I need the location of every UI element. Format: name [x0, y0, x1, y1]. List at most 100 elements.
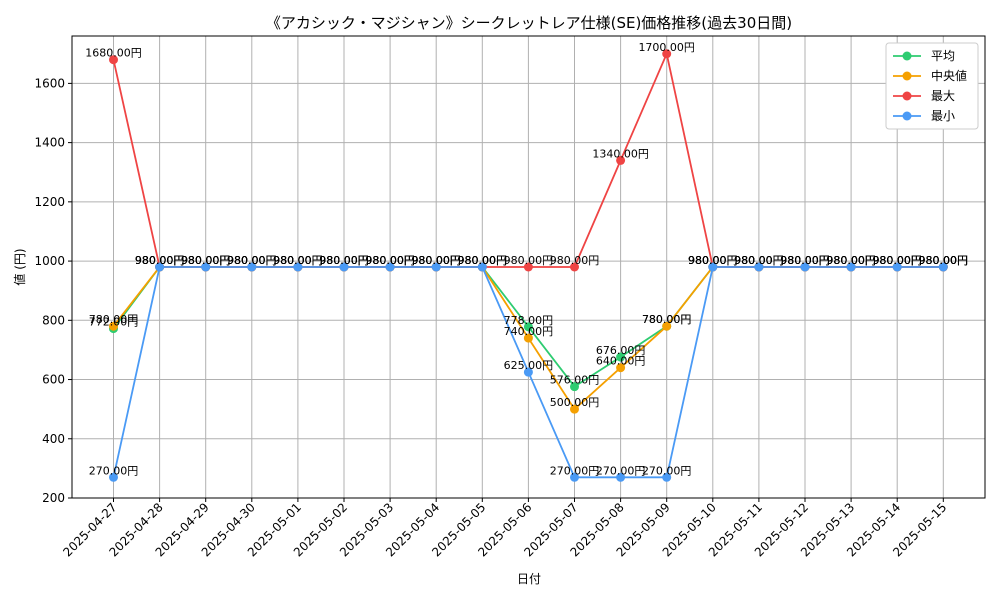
data-label: 980.00円 — [135, 254, 185, 267]
data-label: 980.00円 — [181, 254, 231, 267]
data-label: 980.00円 — [919, 254, 969, 267]
data-label: 980.00円 — [365, 254, 415, 267]
data-label: 980.00円 — [872, 254, 922, 267]
data-label: 500.00円 — [550, 396, 600, 409]
data-label: 772.00円 — [89, 316, 139, 329]
data-label: 270.00円 — [596, 464, 646, 477]
legend-label: 最大 — [931, 89, 955, 103]
data-point — [662, 321, 672, 331]
data-label: 980.00円 — [458, 254, 508, 267]
data-label: 980.00円 — [919, 254, 969, 267]
legend-label: 平均 — [931, 49, 955, 63]
data-label: 980.00円 — [181, 254, 231, 267]
data-point — [938, 262, 948, 272]
data-label: 1680.00円 — [85, 47, 142, 60]
data-label: 980.00円 — [411, 254, 461, 267]
data-label: 980.00円 — [227, 254, 277, 267]
data-label: 980.00円 — [919, 254, 969, 267]
data-label: 980.00円 — [273, 254, 323, 267]
chart-title: 《アカシック・マジシャン》シークレットレア仕様(SE)価格推移(過去30日間) — [266, 14, 792, 32]
legend-frame — [885, 42, 979, 130]
data-label: 576.00円 — [550, 374, 600, 387]
data-label: 980.00円 — [872, 254, 922, 267]
data-point — [109, 55, 118, 65]
x-axis: 2025-04-272025-04-282025-04-292025-04-30… — [60, 498, 949, 559]
data-label: 740.00円 — [504, 325, 554, 338]
data-label: 980.00円 — [135, 254, 185, 267]
y-tick-label: 1400 — [34, 136, 65, 150]
data-label: 1340.00円 — [592, 147, 649, 160]
data-label: 980.00円 — [458, 254, 508, 267]
data-point — [339, 262, 349, 272]
data-label: 1700.00円 — [638, 41, 695, 54]
data-label: 980.00円 — [734, 254, 784, 267]
data-label: 980.00円 — [826, 254, 876, 267]
data-point — [523, 262, 533, 272]
data-label: 980.00円 — [458, 254, 508, 267]
data-point — [662, 49, 672, 59]
data-label: 980.00円 — [181, 254, 231, 267]
data-label: 980.00円 — [319, 254, 369, 267]
data-label: 980.00円 — [227, 254, 277, 267]
data-label: 980.00円 — [319, 254, 369, 267]
data-point — [570, 472, 579, 482]
data-label: 980.00円 — [365, 254, 415, 267]
data-point — [616, 472, 626, 482]
legend-label: 最小 — [931, 109, 955, 123]
data-label: 270.00円 — [89, 464, 139, 477]
data-point — [570, 262, 579, 272]
data-label: 780.00円 — [642, 313, 692, 326]
data-label: 980.00円 — [273, 254, 323, 267]
data-label: 980.00円 — [826, 254, 876, 267]
data-label: 980.00円 — [826, 254, 876, 267]
data-label: 270.00円 — [550, 464, 600, 477]
data-label: 980.00円 — [411, 254, 461, 267]
data-label: 625.00円 — [504, 359, 554, 372]
data-label: 980.00円 — [365, 254, 415, 267]
data-label: 980.00円 — [780, 254, 830, 267]
data-label: 778.00円 — [504, 314, 554, 327]
x-axis-label: 日付 — [517, 572, 541, 586]
data-point — [523, 322, 533, 332]
data-label: 980.00円 — [135, 254, 185, 267]
data-label: 980.00円 — [734, 254, 784, 267]
data-label: 780.00円 — [642, 313, 692, 326]
data-point — [201, 262, 211, 272]
data-label: 980.00円 — [181, 254, 231, 267]
data-label: 980.00円 — [919, 254, 969, 267]
data-point — [800, 262, 810, 272]
data-point — [477, 262, 487, 272]
legend-swatch-marker — [902, 91, 912, 101]
data-label: 980.00円 — [227, 254, 277, 267]
data-label: 980.00円 — [273, 254, 323, 267]
series — [109, 49, 948, 482]
legend-swatch-marker — [902, 71, 912, 81]
y-tick-label: 1000 — [34, 254, 65, 268]
data-label: 980.00円 — [411, 254, 461, 267]
y-tick-label: 400 — [42, 432, 65, 446]
data-point — [616, 352, 626, 362]
data-point — [293, 262, 303, 272]
data-point — [570, 382, 579, 392]
data-point — [385, 262, 395, 272]
data-point — [523, 333, 533, 343]
data-label: 980.00円 — [688, 254, 738, 267]
data-label: 980.00円 — [411, 254, 461, 267]
legend-swatch-marker — [902, 51, 912, 61]
data-point — [109, 321, 118, 331]
data-label: 980.00円 — [734, 254, 784, 267]
data-label: 980.00円 — [872, 254, 922, 267]
data-label: 980.00円 — [780, 254, 830, 267]
data-point — [616, 363, 626, 373]
data-label: 980.00円 — [826, 254, 876, 267]
y-tick-label: 800 — [42, 313, 65, 327]
data-label: 780.00円 — [89, 313, 139, 326]
data-point — [570, 404, 579, 414]
data-label: 980.00円 — [872, 254, 922, 267]
data-point — [155, 262, 165, 272]
data-label: 980.00円 — [550, 254, 600, 267]
data-label: 980.00円 — [365, 254, 415, 267]
data-point — [109, 472, 118, 482]
data-label: 980.00円 — [319, 254, 369, 267]
